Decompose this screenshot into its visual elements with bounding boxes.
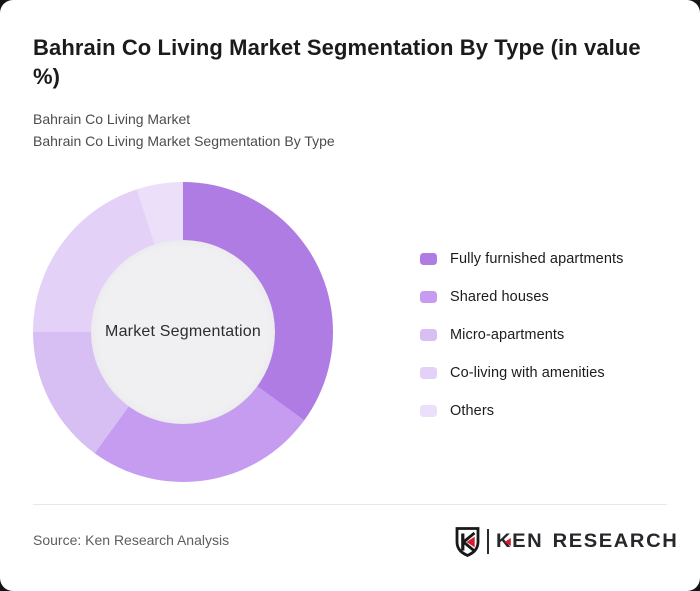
subtitle-segmentation: Bahrain Co Living Market Segmentation By… (33, 133, 335, 149)
footer-divider (33, 504, 667, 505)
legend-item-others[interactable]: Others (420, 392, 623, 430)
subtitle-market: Bahrain Co Living Market (33, 111, 191, 127)
logo-divider-bar (486, 529, 489, 554)
ken-research-logo: KEN RESEARCH (455, 526, 677, 557)
donut-chart: Market Segmentation (33, 182, 333, 482)
legend-item-label: Others (450, 403, 495, 419)
legend-item-label: Co-living with amenities (450, 365, 605, 381)
source-note: Source: Ken Research Analysis (33, 532, 230, 548)
legend-swatch (420, 329, 437, 341)
chart-title: Bahrain Co Living Market Segmentation By… (33, 35, 641, 89)
donut-center-label: Market Segmentation (105, 323, 261, 340)
ken-research-wordmark: KEN RESEARCH (496, 531, 678, 553)
legend-item-label: Fully furnished apartments (450, 251, 624, 267)
legend-swatch (420, 253, 437, 265)
legend-item-shared-houses[interactable]: Shared houses (420, 278, 623, 316)
legend-item-label: Shared houses (450, 289, 549, 305)
legend-item-co-living-with-amenities[interactable]: Co-living with amenities (420, 354, 623, 392)
chart-subtitles: Bahrain Co Living Market Bahrain Co Livi… (33, 108, 335, 152)
legend-swatch (420, 291, 437, 303)
ken-research-shield-icon (455, 526, 480, 557)
legend-item-micro-apartments[interactable]: Micro-apartments (420, 316, 623, 354)
k-red-triangle-icon (503, 537, 511, 546)
wordmark-text: KEN RESEARCH (495, 530, 679, 552)
legend-item-fully-furnished-apartments[interactable]: Fully furnished apartments (420, 240, 623, 278)
donut-center: Market Segmentation (91, 240, 275, 424)
legend-swatch (420, 405, 437, 417)
legend-swatch (420, 367, 437, 379)
legend-item-label: Micro-apartments (450, 327, 565, 343)
legend: Fully furnished apartments Shared houses… (420, 240, 623, 430)
